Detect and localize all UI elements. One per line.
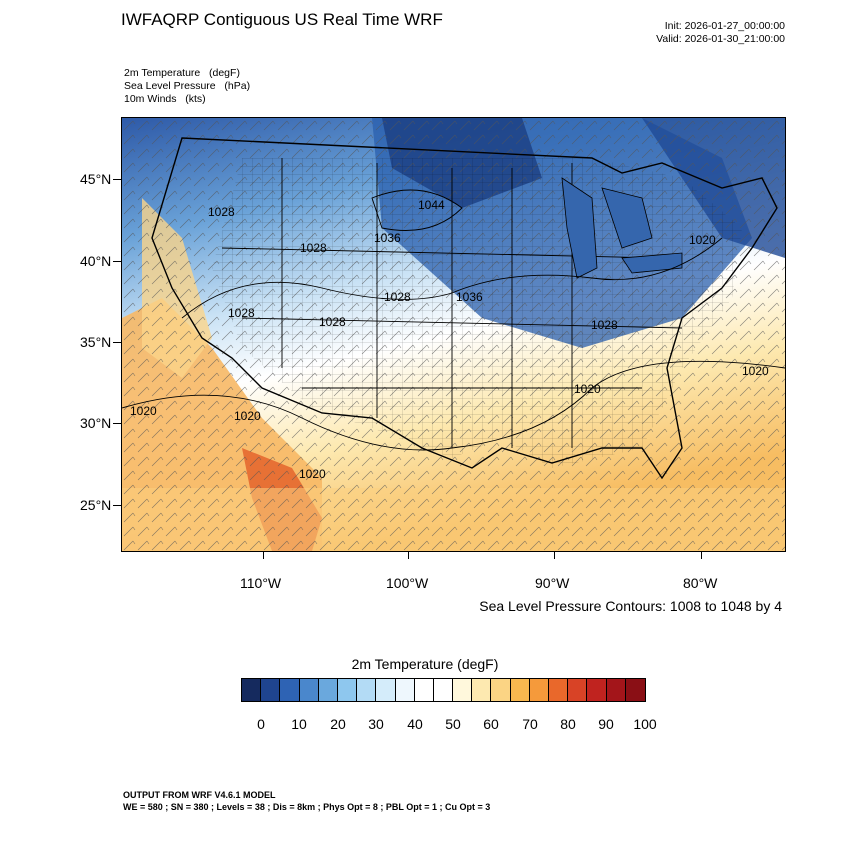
colorbar-swatch [549,679,569,701]
colorbar-swatch [433,679,454,701]
us-outline [151,137,778,480]
colorbar-label: 50 [445,716,461,732]
pressure-label: 1044 [418,198,445,212]
field-pressure: Sea Level Pressure (hPa) [124,80,251,92]
lat-label-45: 45°N [80,171,112,187]
pressure-contours [122,189,785,451]
pressure-label: 1028 [300,241,327,255]
map-canvas: 1028 1028 1036 1044 1028 1036 1028 1028 … [122,118,785,551]
colorbar-swatch [453,679,473,701]
lon-label-90: 90°W [535,575,570,591]
colorbar [241,678,646,702]
colorbar-swatch [261,679,281,701]
pressure-label: 1028 [591,318,618,332]
colorbar-swatch [376,679,396,701]
colorbar-swatch [395,679,415,701]
lat-label-25: 25°N [80,497,112,513]
lat-label-30: 30°N [80,415,112,431]
lon-tick [701,551,702,559]
lon-label-100: 100°W [386,575,429,591]
lat-tick [113,505,121,506]
pressure-label: 1028 [228,306,255,320]
colorbar-swatch [242,679,262,701]
colorbar-swatch [606,679,626,701]
colorbar-label: 30 [368,716,384,732]
lon-label-80: 80°W [683,575,718,591]
lat-label-40: 40°N [80,253,112,269]
pressure-label: 1020 [234,409,261,423]
lat-tick [113,179,121,180]
colorbar-label: 0 [257,716,265,732]
colorbar-swatch [357,679,377,701]
field-temperature: 2m Temperature (degF) [124,67,240,79]
colorbar-label: 10 [291,716,307,732]
pressure-label: 1020 [130,404,157,418]
colorbar-label: 40 [407,716,423,732]
lon-label-110: 110°W [240,575,282,591]
pressure-label: 1036 [374,231,401,245]
pressure-label: 1020 [689,233,716,247]
lon-tick [263,551,264,559]
contour-note: Sea Level Pressure Contours: 1008 to 104… [479,598,782,614]
map-panel: 1028 1028 1036 1044 1028 1036 1028 1028 … [121,117,786,552]
lon-tick [554,551,555,559]
colorbar-swatch [625,679,645,701]
colorbar-swatch [472,679,492,701]
colorbar-swatch [414,679,434,701]
lat-tick [113,423,121,424]
colorbar-swatch [568,679,588,701]
pressure-labels: 1028 1028 1036 1044 1028 1036 1028 1028 … [130,198,769,481]
colorbar-swatch [280,679,300,701]
valid-time: Valid: 2026-01-30_21:00:00 [656,33,785,45]
colorbar-label: 60 [483,716,499,732]
colorbar-label: 20 [330,716,346,732]
pressure-label: 1028 [208,205,235,219]
page-title: IWFAQRP Contiguous US Real Time WRF [121,10,443,29]
init-time: Init: 2026-01-27_00:00:00 [664,20,785,32]
pressure-label: 1028 [319,315,346,329]
colorbar-swatch [337,679,358,701]
colorbar-label: 70 [522,716,538,732]
pressure-label: 1020 [742,364,769,378]
colorbar-swatch [587,679,607,701]
colorbar-swatch [491,679,511,701]
lat-label-35: 35°N [80,334,112,350]
colorbar-swatch [510,679,530,701]
colorbar-swatch [299,679,319,701]
field-winds: 10m Winds (kts) [124,93,206,105]
colorbar-label: 100 [633,716,657,732]
pressure-label: 1020 [574,382,601,396]
colorbar-swatch [318,679,338,701]
footer-config: WE = 580 ; SN = 380 ; Levels = 38 ; Dis … [123,802,491,812]
lat-tick [113,342,121,343]
pressure-label: 1020 [299,467,326,481]
county-lines [212,158,742,468]
colorbar-label: 90 [598,716,614,732]
lat-tick [113,261,121,262]
lon-tick [408,551,409,559]
great-lakes [561,177,683,279]
colorbar-swatch [529,679,549,701]
pressure-label: 1036 [456,290,483,304]
footer-model: OUTPUT FROM WRF V4.6.1 MODEL [123,790,276,800]
colorbar-label: 80 [560,716,576,732]
pressure-label: 1028 [384,290,411,304]
colorbar-title: 2m Temperature (degF) [351,656,499,672]
